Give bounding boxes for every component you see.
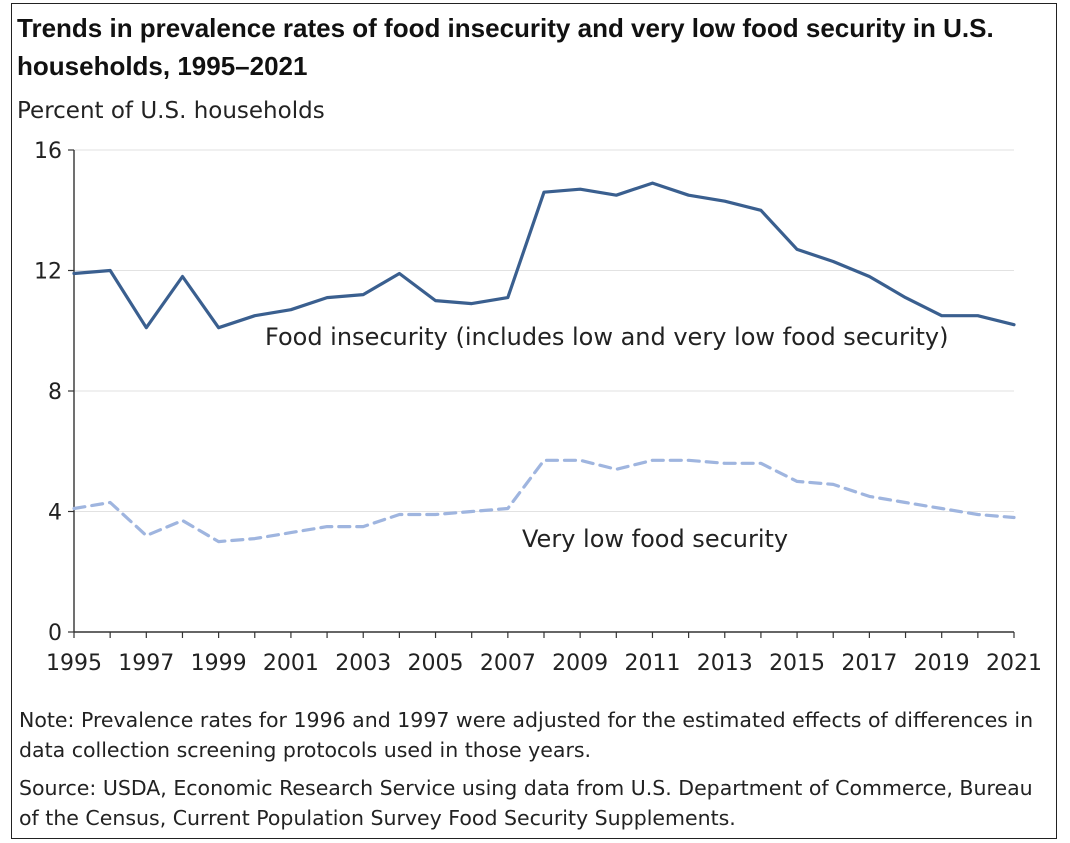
series-line-very-low-food-security [72,458,1016,544]
chart-frame [11,3,1057,839]
x-tick-label-1997: 1997 [118,651,174,676]
x-tick-label-2017: 2017 [841,651,897,676]
y-tick-label-0: 0 [48,621,62,646]
x-tick-label-2005: 2005 [408,651,464,676]
x-tick-label-2007: 2007 [480,651,536,676]
y-tick-label-12: 12 [34,260,62,285]
x-tick-label-2013: 2013 [697,651,753,676]
x-tick-label-1995: 1995 [46,651,102,676]
x-tick-label-2009: 2009 [552,651,608,676]
series-label-food-insecurity: Food insecurity (includes low and very l… [265,323,949,351]
x-tick-label-1999: 1999 [191,651,247,676]
y-axis-label: Percent of U.S. households [17,98,325,124]
chart-source: Source: USDA, Economic Research Service … [19,776,1033,830]
x-tick-label-2001: 2001 [263,651,319,676]
chart-note: Note: Prevalence rates for 1996 and 1997… [19,708,1034,762]
series-label-very-low-food-security: Very low food security [522,525,788,553]
x-tick-label-2021: 2021 [986,651,1042,676]
chart-title: Trends in prevalence rates of food insec… [17,13,994,81]
series-line-food-insecurity [72,181,1016,330]
x-tick-label-2011: 2011 [624,651,680,676]
y-tick-label-16: 16 [34,139,62,164]
x-tick-label-2019: 2019 [914,651,970,676]
y-tick-label-8: 8 [48,380,62,405]
y-tick-label-4: 4 [48,501,62,526]
x-tick-label-2003: 2003 [335,651,391,676]
x-tick-label-2015: 2015 [769,651,825,676]
